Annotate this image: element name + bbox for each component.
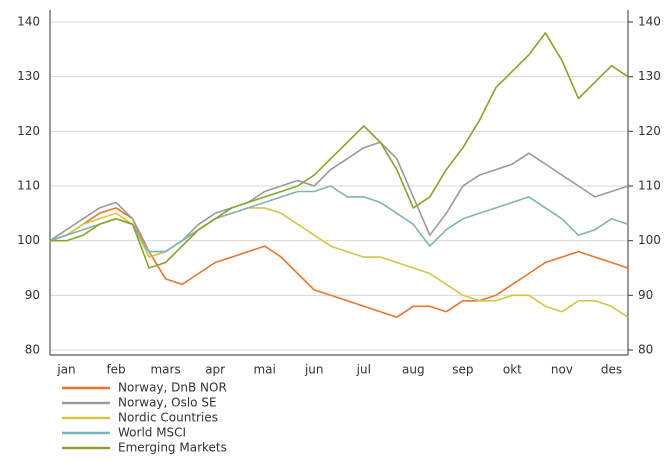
legend-label: Nordic Countries	[118, 411, 218, 425]
series-line	[49, 207, 629, 318]
x-tick-label: aug	[402, 363, 425, 377]
x-tick-label: jan	[56, 363, 75, 377]
y-tick-label: 80	[25, 343, 40, 357]
y-tick-label: 130	[17, 69, 40, 83]
x-tick-label: apr	[205, 363, 225, 377]
x-tick-label: feb	[106, 363, 125, 377]
legend-label: Norway, DnB NOR	[118, 381, 227, 395]
x-tick-label: sep	[452, 363, 473, 377]
series-line	[49, 141, 629, 258]
legend-label: Norway, Oslo SE	[118, 396, 217, 410]
y2-tick-label: 100	[638, 233, 661, 247]
y-tick-label: 100	[17, 233, 40, 247]
x-tick-label: jun	[304, 363, 324, 377]
x-tick-label: mai	[253, 363, 275, 377]
x-tick-label: mars	[150, 363, 180, 377]
legend-label: Emerging Markets	[118, 441, 227, 455]
y2-tick-label: 120	[638, 124, 661, 138]
y2-tick-label: 110	[638, 179, 661, 193]
series-line	[50, 32, 629, 269]
x-tick-label: jul	[356, 363, 371, 377]
x-tick-label: nov	[551, 363, 573, 377]
y-tick-label: 120	[17, 124, 40, 138]
y-tick-label: 110	[17, 179, 40, 193]
y-tick-label: 140	[17, 15, 40, 29]
y2-tick-label: 130	[638, 69, 661, 83]
series-line	[49, 207, 629, 318]
y2-tick-label: 140	[638, 15, 661, 29]
x-tick-label: des	[601, 363, 622, 377]
y2-tick-label: 80	[638, 343, 653, 357]
y2-tick-label: 90	[638, 288, 653, 302]
legend-label: World MSCI	[118, 426, 186, 440]
y-tick-label: 90	[25, 288, 40, 302]
series-line	[49, 185, 629, 253]
x-tick-label: okt	[503, 363, 522, 377]
